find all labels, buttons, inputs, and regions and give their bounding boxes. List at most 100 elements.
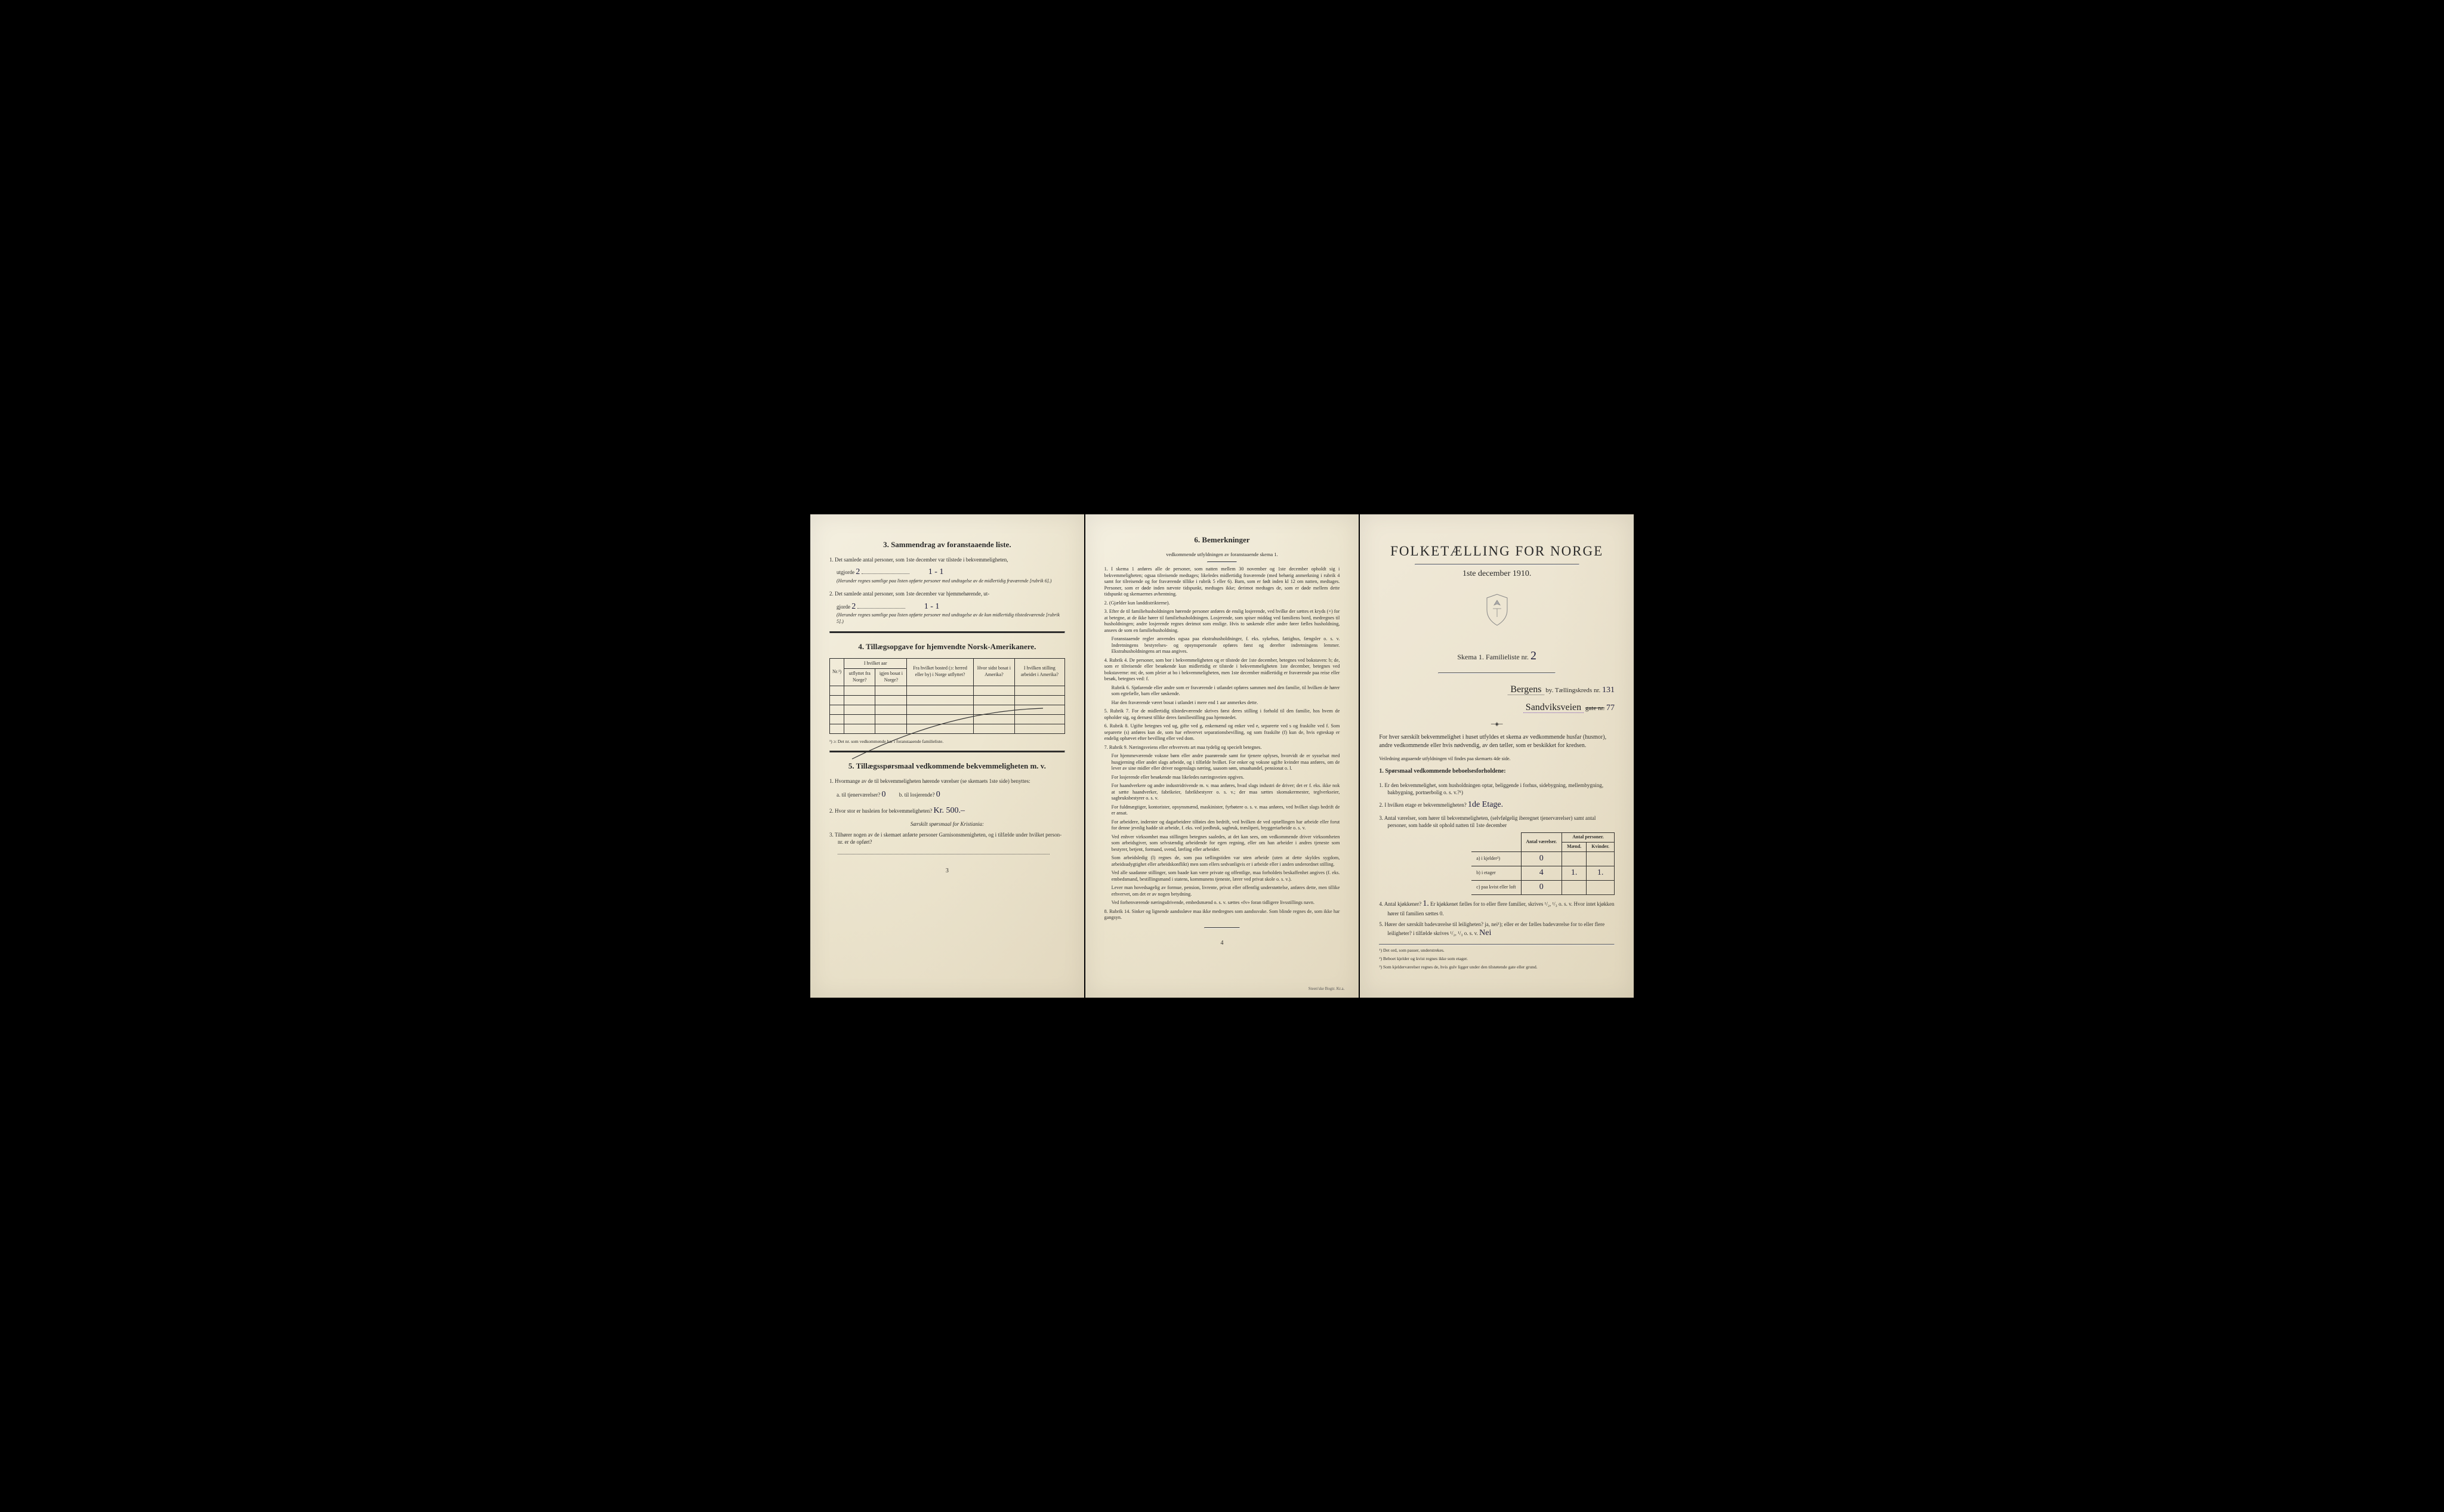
divider1 xyxy=(829,631,1065,633)
section6-heading: 6. Bemerkninger xyxy=(1104,535,1340,545)
rt-r3: c) paa kvist eller loft xyxy=(1471,880,1521,894)
t4-r1c3 xyxy=(907,686,973,695)
title-date: 1ste december 1910. xyxy=(1379,569,1615,580)
s5-1b-value: 0 xyxy=(936,790,940,799)
s3-item2-text: 2. Det samlede antal personer, som 1ste … xyxy=(829,591,989,597)
ornament: ─◈─ xyxy=(1379,720,1615,727)
q1-5-row: 5. Hører der særskilt badeværelse til le… xyxy=(1379,921,1615,939)
s6-p7e: For fuldmægtiger, kontorister, opsynsmæn… xyxy=(1104,804,1340,817)
s5-2-note: Særskilt spørsmaal for Kristiania: xyxy=(829,820,1065,828)
s3-item1-note: (Herunder regnes samtlige paa listen opf… xyxy=(829,578,1065,585)
rt-r3v: 0 xyxy=(1521,880,1562,894)
rt-h1: Antal værelser. xyxy=(1521,833,1562,852)
s3-item2: 2. Det samlede antal personer, som 1ste … xyxy=(829,590,1065,597)
s6-p1: 1. I skema 1 anføres alle de personer, s… xyxy=(1104,566,1340,598)
rt-r2k: 1. xyxy=(1587,866,1615,880)
s3-item1: 1. Det samlede antal personer, som 1ste … xyxy=(829,556,1065,563)
t4-r3c0 xyxy=(830,705,844,714)
s5-item1ab: a. til tjenerværelser? 0 b. til losjeren… xyxy=(829,789,1065,801)
rt-r2v: 4 xyxy=(1521,866,1562,880)
s6-p3b: Foranstaaende regler anvendes ogsaa paa … xyxy=(1104,636,1340,655)
t4-r1c4 xyxy=(973,686,1014,695)
s5-item1: 1. Hvormange av de til bekvemmeligheten … xyxy=(829,777,1065,785)
q1-2-value: 1de Etage. xyxy=(1468,800,1503,809)
t4-h1: I hvilket aar xyxy=(844,658,907,669)
page-3: 3. Sammendrag av foranstaaende liste. 1.… xyxy=(810,514,1084,998)
t4-r2c1 xyxy=(844,695,875,705)
q1-5: 5. Hører der særskilt badeværelse til le… xyxy=(1379,921,1604,936)
rt-h2b: Kvinder. xyxy=(1587,843,1615,852)
fn1: ¹) Det ord, som passer, understrekes. xyxy=(1379,948,1615,954)
s6-p7i: Ved alle saadanne stillinger, som baade … xyxy=(1104,870,1340,882)
t4-r1c2 xyxy=(875,686,907,695)
coat-of-arms-icon xyxy=(1379,593,1615,635)
fn2: ²) Beboet kjelder og kvist regnes ikke s… xyxy=(1379,956,1615,962)
s3-item1-line2: utgjorde 2 1 - 1 xyxy=(829,567,1065,578)
t4-h1r: igjen bosat i Norge? xyxy=(875,669,907,686)
title-rule xyxy=(1415,564,1579,565)
room-table: Antal værelser. Antal personer. Mænd. Kv… xyxy=(1471,832,1615,894)
s6-p7j: Lever man hovedsagelig av formue, pensio… xyxy=(1104,885,1340,897)
s6-p7g: Ved enhver virksomhet maa stillingen bet… xyxy=(1104,834,1340,853)
s5-1b-label: b. til losjerende? xyxy=(899,792,935,798)
q1-3: 3. Antal værelser, som hører til bekvemm… xyxy=(1379,814,1615,829)
gate-nr: 77 xyxy=(1606,703,1615,712)
s6-rule2 xyxy=(1204,927,1240,928)
t4-h0: Nr.¹) xyxy=(830,658,844,686)
t4-r2c2 xyxy=(875,695,907,705)
page-num-4: 4 xyxy=(1104,939,1340,948)
q1-4-value: 1. xyxy=(1422,899,1429,908)
gate-label: gate nr. xyxy=(1585,705,1604,712)
s3-item2-line2: gjorde 2 1 - 1 xyxy=(829,601,1065,613)
s5-2-label: 2. Hvor stor er husleien for bekvemmelig… xyxy=(829,808,932,814)
t4-r1c0 xyxy=(830,686,844,695)
s6-p3: 3. Efter de til familiehusholdningen hør… xyxy=(1104,609,1340,634)
fn-rule xyxy=(1379,944,1615,945)
page-num-3: 3 xyxy=(829,867,1065,875)
fn3: ³) Som kjelderværelser regnes de, hvis g… xyxy=(1379,964,1615,970)
s3-item2-value: 2 xyxy=(851,602,856,611)
rt-r3k xyxy=(1587,880,1615,894)
q1-4-row: 4. Antal kjøkkener? 1. Er kjøkkenet fæll… xyxy=(1379,899,1615,917)
s3-item1b: utgjorde xyxy=(837,569,854,575)
q1-1: 1. Er den bekvemmelighet, som husholdnin… xyxy=(1379,782,1615,796)
rt-h2: Antal personer. xyxy=(1562,833,1615,843)
s6-p7d: For haandverkere og andre industridriven… xyxy=(1104,783,1340,802)
by-value: Bergens xyxy=(1508,684,1544,695)
q1-5-value: Nei xyxy=(1479,928,1491,937)
by-label: by. Tællingskreds nr. xyxy=(1545,687,1600,694)
q1-4-rest: Er kjøkkenet fælles for to eller flere f… xyxy=(1387,901,1614,917)
rt-r1m xyxy=(1562,852,1587,866)
s3-item1-text: 1. Det samlede antal personer, som 1ste … xyxy=(829,557,1008,563)
s6-rule xyxy=(1207,561,1237,563)
section4-heading: 4. Tillægsopgave for hjemvendte Norsk-Am… xyxy=(829,641,1065,652)
by-line: Bergens by. Tællingskreds nr. 131 xyxy=(1379,683,1615,696)
t4-h2: Fra hvilket bosted (ɔ: herred eller by) … xyxy=(907,658,973,686)
rt-r1k xyxy=(1587,852,1615,866)
t4-r1c5 xyxy=(1015,686,1065,695)
s6-p7b: For hjemmeværende voksne børn eller andr… xyxy=(1104,753,1340,772)
intro-note: Veiledning angaaende utfyldningen vil fi… xyxy=(1379,756,1615,763)
kreds-value: 131 xyxy=(1602,686,1615,695)
s6-p7: 7. Rubrik 9. Næringsveiens eller erhverv… xyxy=(1104,745,1340,751)
main-title: FOLKETÆLLING FOR NORGE xyxy=(1379,542,1615,560)
s6-p7h: Som arbeidsledig (l) regnes de, som paa … xyxy=(1104,855,1340,868)
q1-heading: 1. Spørsmaal vedkommende beboelsesforhol… xyxy=(1379,767,1615,776)
t4-r5c0 xyxy=(830,724,844,733)
skema-rule xyxy=(1438,672,1556,674)
crossout-line xyxy=(846,735,1037,736)
document-spread: 3. Sammendrag av foranstaaende liste. 1.… xyxy=(810,514,1634,998)
t4-r2c3 xyxy=(907,695,973,705)
skema-value: 2 xyxy=(1530,649,1536,662)
intro-text: For hver særskilt bekvemmelighet i huset… xyxy=(1379,733,1615,750)
dotted2 xyxy=(857,608,905,609)
s6-p6: 6. Rubrik 8. Ugifte betegnes ved ug, gif… xyxy=(1104,723,1340,742)
t4-r4c0 xyxy=(830,714,844,724)
gate-line: Sandviksveien gate nr. 77 xyxy=(1379,701,1615,714)
s6-p2: 2. (Gjælder kun landdistrikterne). xyxy=(1104,600,1340,607)
rt-blank xyxy=(1471,833,1521,843)
s5-2-value: Kr. 500.– xyxy=(933,806,965,815)
q1-2-row: 2. I hvilken etage er bekvemmeligheten? … xyxy=(1379,800,1615,811)
dotted xyxy=(862,573,909,574)
t4-h4: I hvilken stilling arbeidet i Amerika? xyxy=(1015,658,1065,686)
